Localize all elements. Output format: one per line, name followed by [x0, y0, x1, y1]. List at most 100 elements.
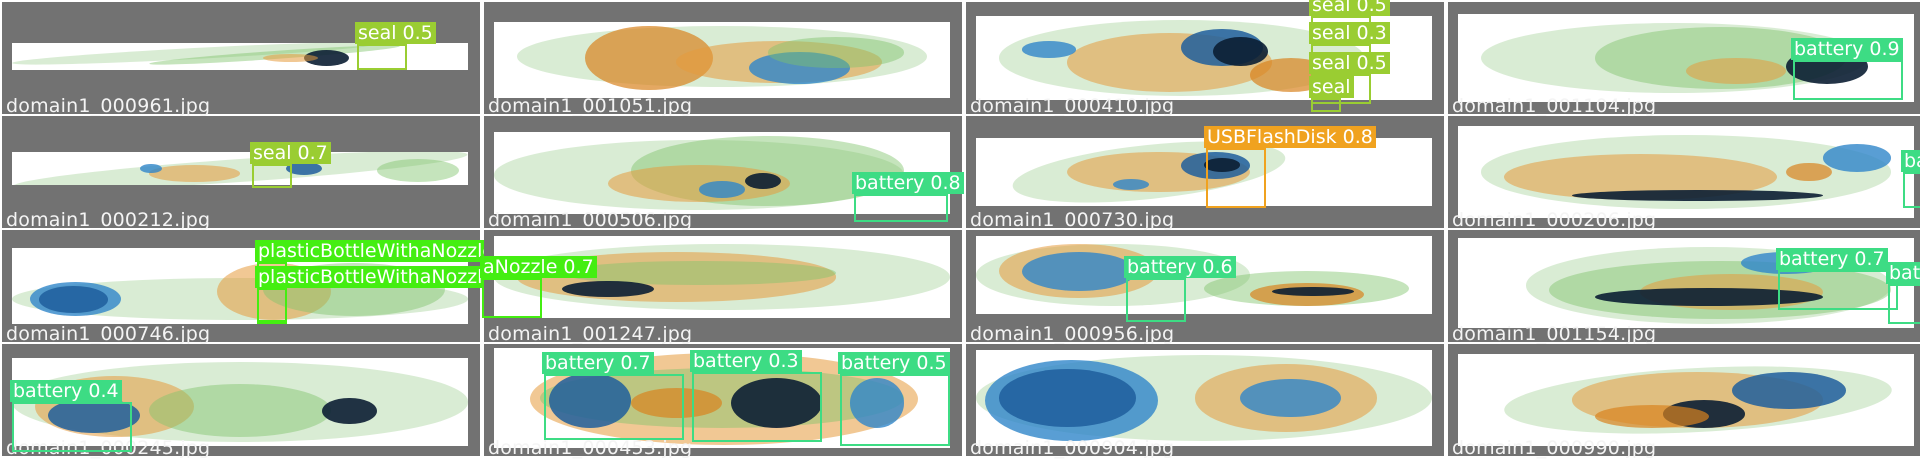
detection-label: plasticBottleWithaNozzle 0.3 [255, 240, 534, 262]
image-filename: domain1_000410.jpg [970, 95, 1175, 117]
detection-label: aNozzle 0.7 [480, 256, 597, 278]
xray-object-shape [39, 286, 108, 313]
image-filename: domain1_001051.jpg [488, 95, 693, 117]
battery-detection: battery 0.9 [1791, 38, 1903, 100]
xray-object-shape [148, 384, 332, 438]
image-tile: domain1_000206.jpg battery [1448, 116, 1920, 231]
image-tile: domain1_001104.jpg battery 0.9 [1448, 2, 1920, 117]
image-filename: domain1_000904.jpg [970, 437, 1175, 459]
xray-object-shape [322, 397, 377, 424]
bounding-box [482, 278, 542, 318]
image-tile: domain1_000410.jpg seal 0.5 seal 0.3 seal 0… [966, 0, 1444, 117]
battery-detection: battery 0.7 [1776, 248, 1898, 310]
detection-label: battery 0.5 [838, 352, 950, 374]
xray-object-shape [744, 173, 782, 190]
xray-object-shape [699, 181, 745, 198]
xray-object-shape [749, 52, 850, 85]
image-filename: domain1_001104.jpg [1452, 95, 1657, 117]
xray-object-shape [630, 388, 722, 418]
xray-object-shape [1731, 372, 1846, 410]
detection-label: battery 0 [1886, 262, 1920, 284]
image-filename: domain1_000746.jpg [6, 323, 211, 345]
xray-scan-image [976, 138, 1432, 206]
xray-object-shape [562, 281, 654, 298]
xray-object-shape [1786, 162, 1832, 182]
xray-object-shape [262, 53, 318, 62]
xray-scan-image [12, 152, 468, 185]
image-filename: domain1_000956.jpg [970, 323, 1175, 345]
image-filename: domain1_000245.jpg [6, 437, 211, 459]
seal-detection: seal [1309, 76, 1354, 112]
bounding-box [854, 194, 948, 222]
xray-object-shape [849, 378, 905, 428]
image-tile: domain1_000746.jpg plasticBottleWithaNozz… [2, 230, 534, 345]
xray-object-shape [1240, 378, 1341, 418]
xray-object-shape [148, 165, 240, 182]
image-filename: domain1_000990.jpg [1452, 437, 1657, 459]
plasticbottlewithanozzle-detection: plasticBottleWithaNozzle 0.3 [255, 240, 534, 322]
xray-object-shape [1572, 190, 1823, 202]
bounding-box [1793, 60, 1903, 100]
xray-object-shape [1272, 286, 1355, 297]
xray-object-shape [998, 369, 1136, 427]
bounding-box [1206, 148, 1266, 208]
detection-label: battery [1901, 150, 1920, 172]
image-filename: domain1_000506.jpg [488, 209, 693, 231]
image-filename: domain1_001154.jpg [1452, 323, 1657, 345]
detection-label: battery 0.3 [690, 350, 802, 372]
battery-detection: battery 0.8 [852, 172, 964, 222]
xray-object-shape [562, 260, 836, 286]
usbflashdisk-detection: USBFlashDisk 0.8 [1204, 126, 1376, 208]
xray-object-shape [767, 37, 905, 68]
image-tile: domain1_000506.jpg battery 0.8 [484, 116, 964, 231]
seal-detection: seal 0.7 [250, 142, 331, 188]
detection-label: seal 0.5 [1309, 0, 1390, 16]
detection-label: plasticBottleWithaNozzle 0.3 [255, 266, 534, 288]
seal-detection: seal 0.5 [355, 22, 436, 70]
bounding-box [1311, 98, 1341, 112]
xray-scan-image [12, 43, 468, 70]
image-filename: domain1_001247.jpg [488, 323, 693, 345]
xray-object-shape [139, 163, 163, 174]
image-tile: domain1_001247.jpg aNozzle 0.7 [480, 230, 962, 345]
battery-detection: battery 0.7 [542, 352, 684, 440]
xray-scan-image [494, 22, 950, 98]
image-filename: domain1_000212.jpg [6, 209, 211, 231]
image-tile: domain1_000730.jpg USBFlashDisk 0.8 [966, 116, 1444, 231]
xray-object-shape [1686, 58, 1787, 85]
xray-object-shape [1822, 144, 1892, 172]
image-filename: domain1_000961.jpg [6, 95, 211, 117]
bounding-box [692, 372, 822, 442]
detection-label: seal [1309, 76, 1354, 98]
battery-detection: battery 0.4 [10, 380, 132, 452]
bounding-box [544, 374, 684, 440]
detection-label: USBFlashDisk 0.8 [1204, 126, 1376, 148]
detection-label: battery 0.7 [1776, 248, 1888, 270]
bounding-box [357, 44, 407, 70]
battery-detection: battery 0.5 [838, 352, 950, 446]
bounding-box [1778, 270, 1898, 310]
xray-object-shape [1213, 37, 1268, 67]
image-tile: domain1_000990.jpg [1448, 344, 1920, 459]
detection-label: seal 0.5 [1309, 52, 1390, 74]
detection-label: battery 0.9 [1791, 38, 1903, 60]
detection-label: seal 0.3 [1309, 22, 1390, 44]
plasticbottlewithanozzle-detection: aNozzle 0.7 [480, 256, 597, 318]
xray-object-shape [731, 378, 823, 428]
seal-detection: seal 0.5 [1309, 52, 1390, 104]
plasticbottlewithanozzle-detection: plasticBottleWithaNozzle 0.3 [255, 266, 534, 324]
xray-object-shape [1021, 41, 1077, 58]
xray-object-shape [1204, 158, 1241, 172]
bounding-box [257, 288, 287, 324]
seal-detection: seal 0.3 [1309, 22, 1390, 74]
xray-object-shape [1112, 178, 1150, 190]
xray-object-shape [376, 158, 459, 182]
battery-detection: battery 0 [1886, 262, 1920, 324]
image-tile: domain1_000212.jpg seal 0.7 [2, 116, 480, 231]
image-filename: domain1_000453.jpg [488, 437, 693, 459]
image-filename: domain1_000730.jpg [970, 209, 1175, 231]
xray-object-shape [285, 161, 323, 176]
